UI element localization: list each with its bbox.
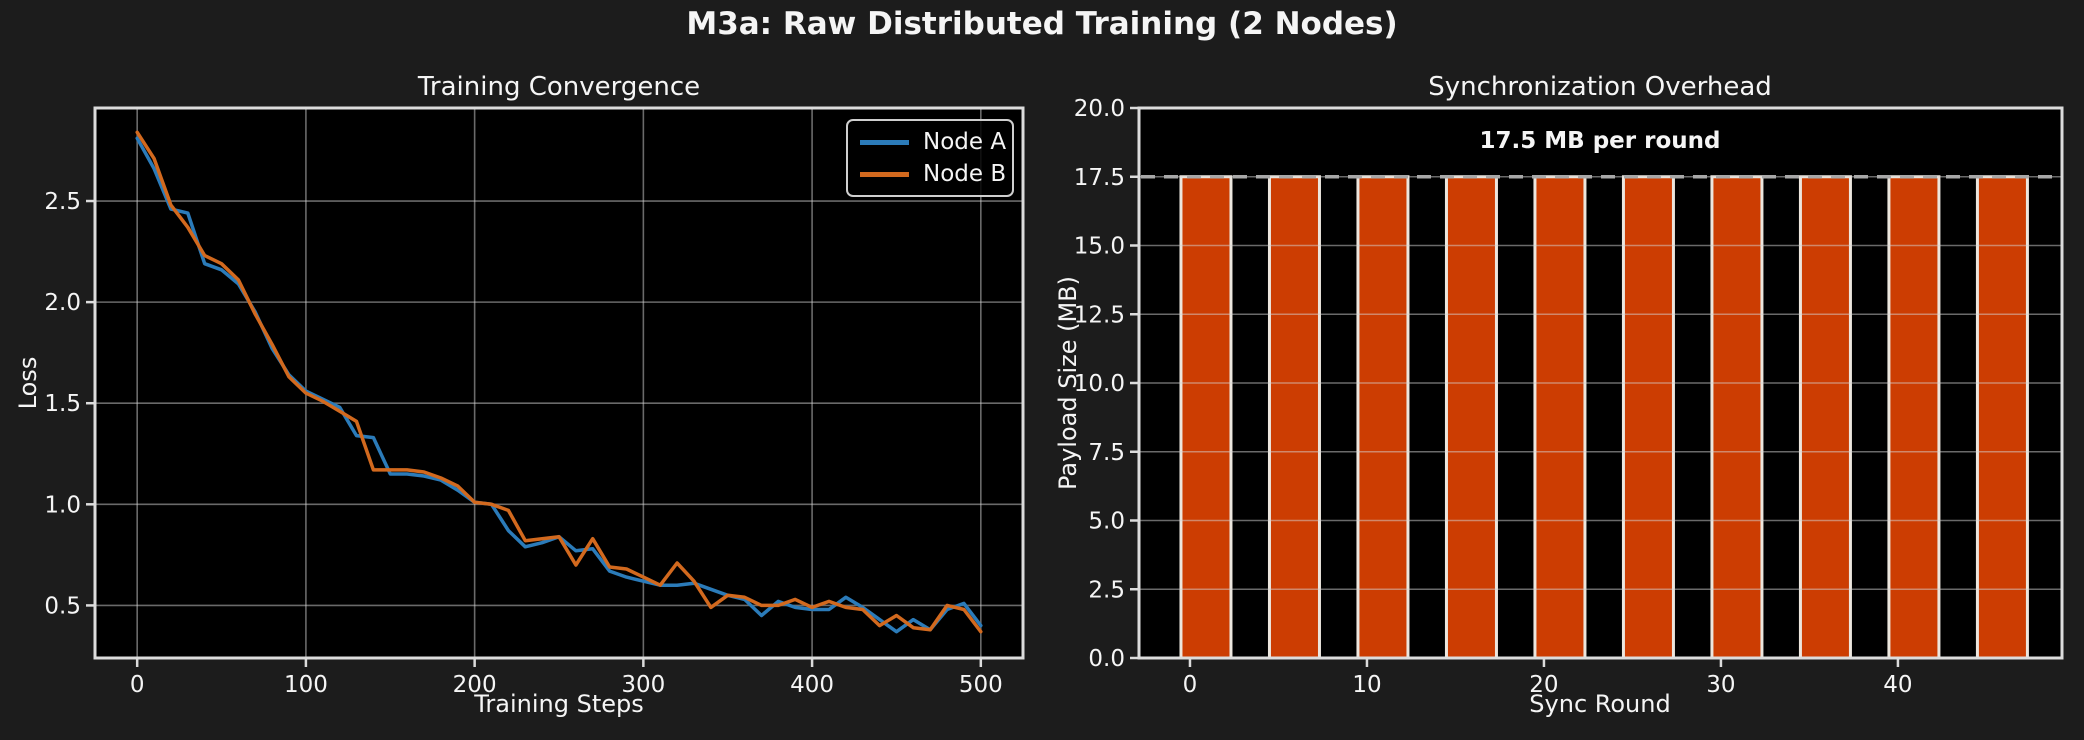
sync-bar bbox=[1267, 175, 1321, 660]
x-tick-label: 500 bbox=[959, 672, 1003, 698]
x-tick-label: 0 bbox=[1183, 672, 1198, 698]
y-tick-label: 0.0 bbox=[1088, 646, 1125, 672]
x-tick-label: 400 bbox=[790, 672, 834, 698]
legend-item-node-a: Node A bbox=[860, 129, 1006, 155]
left-chart-title: Training Convergence bbox=[417, 72, 701, 102]
y-tick-label: 5.0 bbox=[1088, 509, 1125, 535]
sync-bar bbox=[1710, 175, 1764, 660]
sync-bar bbox=[1444, 175, 1498, 660]
legend-item-node-b: Node B bbox=[860, 161, 1006, 187]
y-tick-label: 12.5 bbox=[1074, 302, 1125, 328]
y-tick-label: 0.5 bbox=[44, 593, 81, 619]
sync-bar bbox=[1356, 175, 1410, 660]
line-node-b bbox=[135, 130, 983, 634]
x-tick-label: 10 bbox=[1352, 672, 1381, 698]
main-title: M3a: Raw Distributed Training (2 Nodes) bbox=[686, 6, 1398, 42]
x-tick-label: 300 bbox=[621, 672, 665, 698]
y-tick-label: 7.5 bbox=[1088, 440, 1125, 466]
sync-bar bbox=[1179, 175, 1233, 660]
y-tick-label: 15.0 bbox=[1074, 234, 1125, 260]
x-tick-label: 20 bbox=[1529, 672, 1558, 698]
right-chart-xlabel: Sync Round bbox=[1529, 690, 1671, 718]
right-chart-ylabel: Payload Size (MB) bbox=[1054, 275, 1082, 491]
x-tick-label: 100 bbox=[284, 672, 328, 698]
sync-bar bbox=[1975, 175, 2029, 660]
y-tick-label: 2.0 bbox=[44, 290, 81, 316]
legend-label: Node B bbox=[923, 161, 1007, 187]
y-tick-label: 2.5 bbox=[44, 189, 81, 215]
y-tick-label: 17.5 bbox=[1074, 165, 1125, 191]
axes-spines bbox=[93, 106, 1025, 660]
y-tick-label: 10.0 bbox=[1074, 371, 1125, 397]
x-tick-label: 40 bbox=[1883, 672, 1912, 698]
left-chart-ylabel: Loss bbox=[14, 356, 42, 410]
left-plot-background bbox=[95, 108, 1023, 658]
legend-line-swatch bbox=[860, 171, 909, 177]
legend: Node A Node B bbox=[846, 119, 1014, 197]
x-tick-label: 0 bbox=[130, 672, 145, 698]
sync-bar bbox=[1533, 175, 1587, 660]
x-tick-label: 200 bbox=[453, 672, 497, 698]
payload-annotation: 17.5 MB per round bbox=[1479, 128, 1721, 154]
left-chart-xlabel: Training Steps bbox=[474, 690, 644, 718]
legend-line-swatch bbox=[860, 139, 909, 145]
y-tick-label: 20.0 bbox=[1074, 96, 1125, 122]
right-chart-title: Synchronization Overhead bbox=[1428, 72, 1772, 102]
y-tick-label: 1.0 bbox=[44, 492, 81, 518]
sync-bar bbox=[1798, 175, 1852, 660]
y-tick-label: 1.5 bbox=[44, 391, 81, 417]
sync-bar bbox=[1887, 175, 1941, 660]
legend-label: Node A bbox=[923, 129, 1007, 155]
x-tick-label: 30 bbox=[1706, 672, 1735, 698]
sync-bar bbox=[1621, 175, 1675, 660]
y-tick-label: 2.5 bbox=[1088, 577, 1125, 603]
